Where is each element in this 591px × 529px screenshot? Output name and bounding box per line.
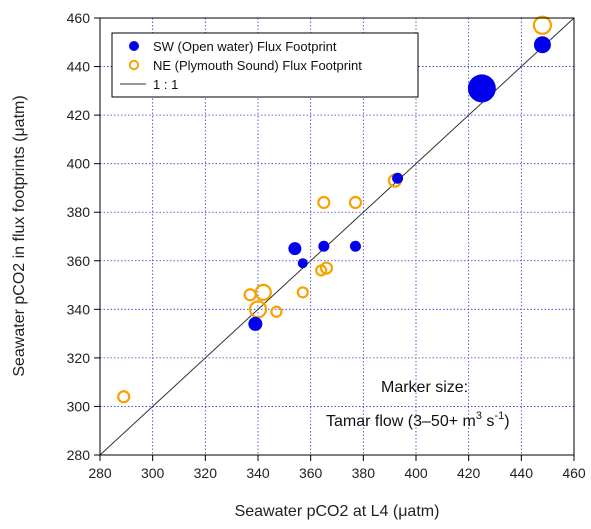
legend-ref-label: 1 : 1	[153, 77, 178, 92]
ne-point	[348, 195, 363, 210]
sw-point	[318, 240, 330, 252]
x-tick-label: 400	[404, 465, 428, 481]
y-tick-label: 300	[67, 398, 91, 414]
y-tick-label: 360	[67, 253, 91, 269]
sw-point	[467, 74, 496, 103]
x-tick-label: 360	[299, 465, 323, 481]
y-tick-label: 380	[67, 204, 91, 220]
x-axis-title: Seawater pCO2 at L4 (μatm)	[235, 503, 440, 520]
x-tick-label: 320	[194, 465, 218, 481]
legend-box	[111, 32, 419, 98]
grid-lines	[100, 18, 574, 455]
legend: SW (Open water) Flux Footprint NE (Plymo…	[111, 32, 419, 98]
y-tick-label: 280	[67, 447, 91, 463]
ne-point	[270, 305, 283, 318]
series-ne-points	[117, 15, 553, 404]
legend-ne-label: NE (Plymouth Sound) Flux Footprint	[153, 58, 362, 73]
ne-point	[254, 283, 272, 301]
legend-ne-marker	[128, 59, 140, 71]
ne-point	[117, 390, 131, 404]
sw-point	[248, 316, 263, 331]
note-sup-2: -1	[494, 410, 504, 422]
y-tick-label: 460	[67, 10, 91, 26]
ne-point	[317, 195, 331, 210]
x-tick-label: 300	[141, 465, 165, 481]
x-tick-label: 340	[246, 465, 270, 481]
note-sup-1: 3	[476, 410, 482, 422]
y-tick-label: 320	[67, 350, 91, 366]
ne-point	[248, 300, 268, 319]
y-axis-ticks: 280 300 320 340 360 380 400 420 440 460	[67, 10, 100, 463]
legend-sw-marker	[129, 41, 139, 51]
marker-size-detail: Tamar flow (3–50+ m3 s-1)	[326, 410, 510, 430]
y-tick-label: 340	[67, 301, 91, 317]
sw-point	[533, 36, 551, 54]
series-sw-points	[248, 36, 551, 331]
x-tick-label: 420	[457, 465, 481, 481]
ne-point	[532, 15, 553, 35]
note-part-3: )	[504, 413, 509, 430]
sw-point	[288, 242, 302, 256]
marker-size-title: Marker size:	[381, 379, 468, 396]
sw-point	[392, 172, 404, 184]
note-part-1: Tamar flow (3–50+ m	[326, 413, 476, 430]
plot-frame	[99, 17, 575, 456]
y-tick-label: 440	[67, 59, 91, 75]
x-axis-ticks: 280 300 320 340 360 380 400 420 440 460	[88, 455, 586, 481]
legend-sw-label: SW (Open water) Flux Footprint	[153, 39, 337, 54]
x-tick-label: 440	[510, 465, 534, 481]
y-tick-label: 420	[67, 107, 91, 123]
x-tick-label: 280	[88, 465, 112, 481]
sw-point	[349, 240, 361, 252]
x-tick-label: 460	[562, 465, 586, 481]
y-axis-title: Seawater pCO2 in flux footprints (μatm)	[11, 95, 28, 376]
note-part-2: s	[482, 413, 494, 430]
y-tick-label: 400	[67, 156, 91, 172]
x-tick-label: 380	[352, 465, 376, 481]
ne-point	[319, 261, 334, 275]
marker-size-note: Marker size: Tamar flow (3–50+ m3 s-1)	[326, 379, 510, 430]
sw-point	[297, 258, 308, 269]
ne-point	[296, 286, 309, 299]
